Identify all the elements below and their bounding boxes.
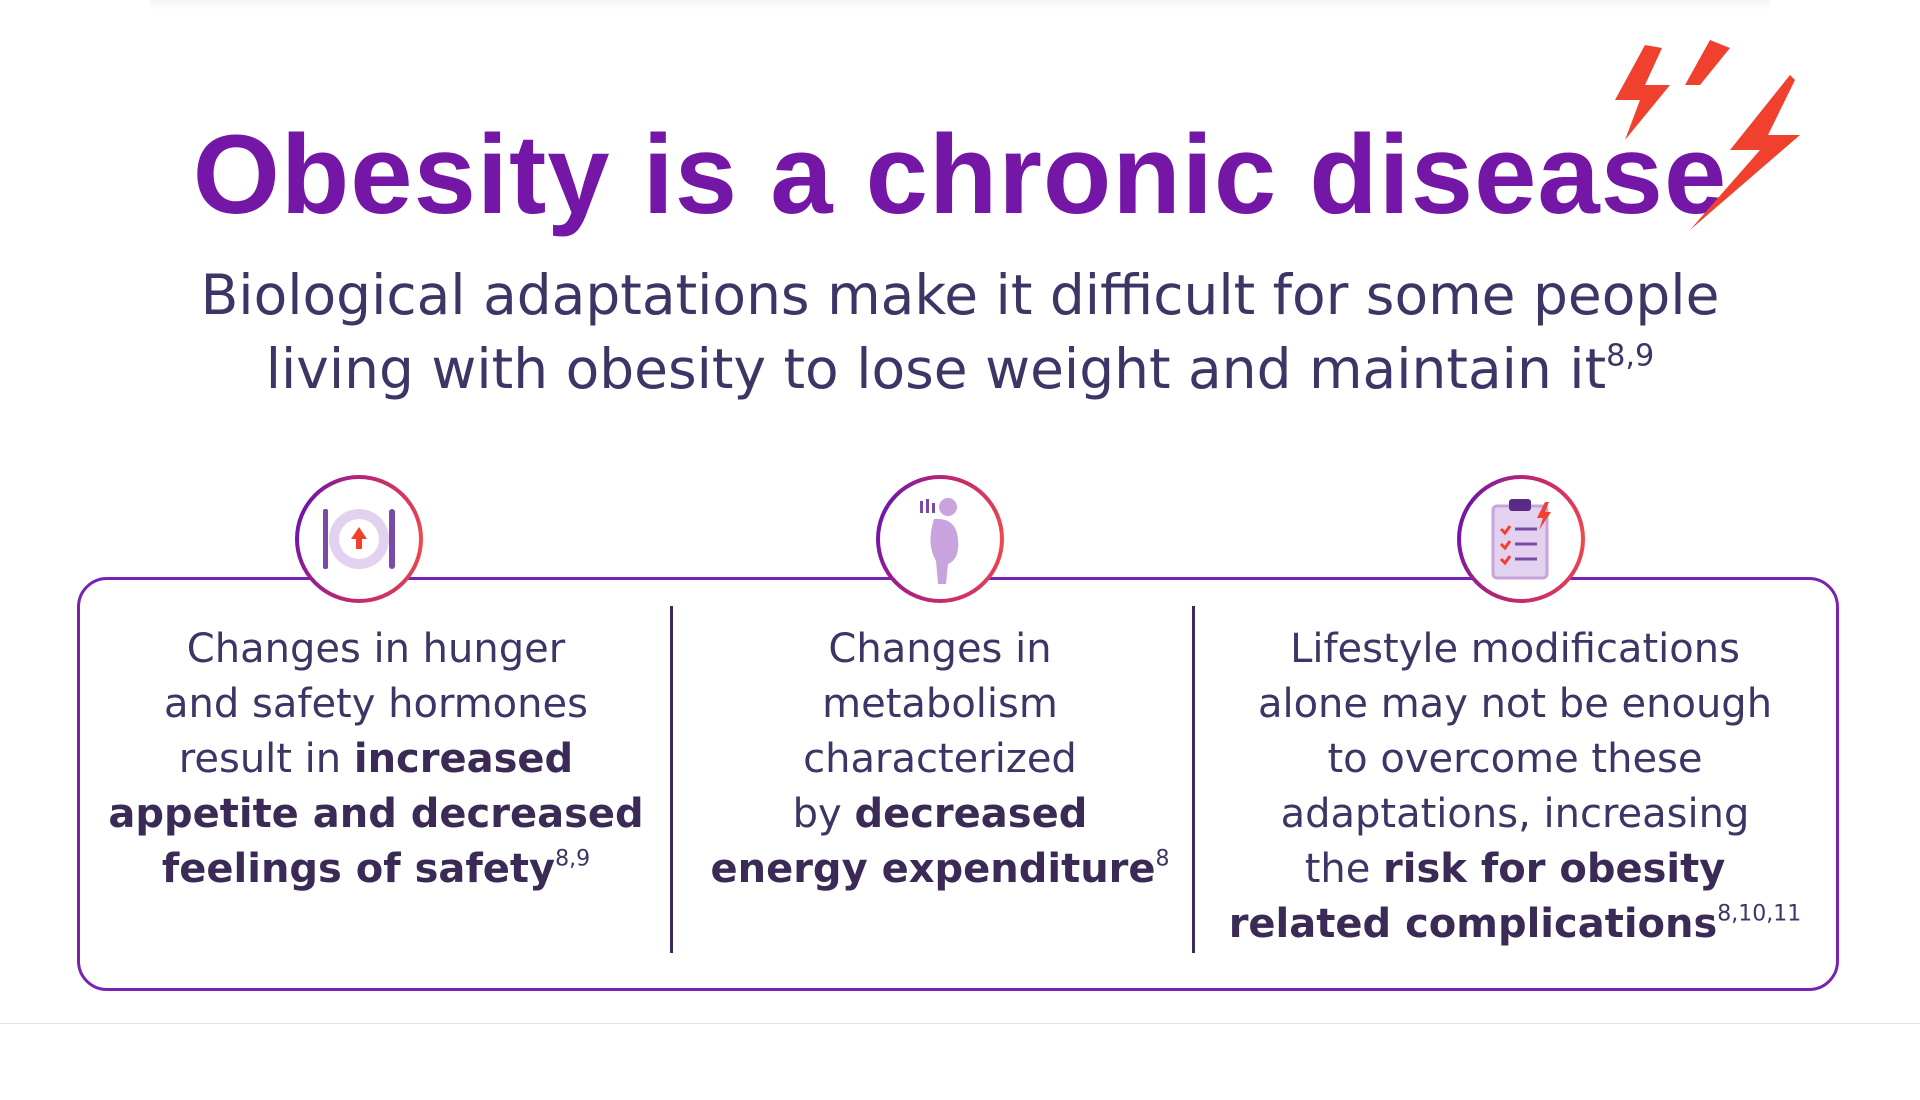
text-span: by — [792, 791, 855, 837]
text-line: related complications8,10,11 — [1205, 897, 1825, 952]
text-line: energy expenditure8 — [690, 842, 1190, 897]
text-line: Changes in hunger — [186, 626, 566, 672]
lightning-bolt-icon — [1615, 40, 1800, 230]
subtitle-line-2-text: living with obesity to lose weight and m… — [265, 337, 1607, 401]
subtitle: Biological adaptations make it difficult… — [0, 258, 1920, 406]
reference: 8,10,11 — [1717, 901, 1802, 927]
text-line: to overcome these — [1327, 736, 1703, 782]
reference: 8,9 — [1606, 338, 1655, 374]
text-line: appetite and decreased — [100, 787, 652, 842]
bottom-divider — [0, 1023, 1920, 1024]
top-shadow — [150, 0, 1770, 10]
text-line: by decreased — [690, 787, 1190, 842]
text-line: the risk for obesity — [1205, 842, 1825, 897]
bold-text: decreased — [854, 791, 1088, 837]
text-line: Lifestyle modifications — [1290, 626, 1740, 672]
page-title: Obesity is a chronic disease — [192, 112, 1728, 237]
text-line: feelings of safety8,9 — [100, 842, 652, 897]
text-span: result in — [178, 736, 354, 782]
reference: 8 — [1155, 846, 1170, 872]
reference: 8,9 — [555, 846, 591, 872]
text-line: characterized — [803, 736, 1077, 782]
subtitle-line-1: Biological adaptations make it difficult… — [200, 263, 1720, 327]
column-lifestyle: Lifestyle modifications alone may not be… — [1205, 622, 1825, 952]
text-line: Changes in — [828, 626, 1052, 672]
text-span: the — [1304, 846, 1384, 892]
text-line: metabolism — [822, 681, 1058, 727]
plate-utensils-arrow-up-icon — [295, 475, 423, 603]
clipboard-checklist-icon — [1457, 475, 1585, 603]
bold-text: related complications — [1228, 901, 1718, 947]
text-line: and safety hormones — [164, 681, 588, 727]
text-line: adaptations, increasing — [1280, 791, 1750, 837]
text-line: alone may not be enough — [1257, 681, 1773, 727]
column-metabolism: Changes in metabolism characterized by d… — [690, 622, 1190, 897]
subtitle-line-2: living with obesity to lose weight and m… — [0, 332, 1920, 406]
divider — [670, 606, 673, 953]
bold-text: energy expenditure — [710, 846, 1156, 892]
text-line: result in increased — [100, 732, 652, 787]
body-metabolism-icon — [876, 475, 1004, 603]
bold-text: appetite and decreased — [108, 791, 644, 837]
bold-text: risk for obesity — [1383, 846, 1726, 892]
column-hormones: Changes in hunger and safety hormones re… — [100, 622, 652, 897]
divider — [1192, 606, 1195, 953]
bold-text: feelings of safety — [161, 846, 556, 892]
bold-text: increased — [353, 736, 574, 782]
